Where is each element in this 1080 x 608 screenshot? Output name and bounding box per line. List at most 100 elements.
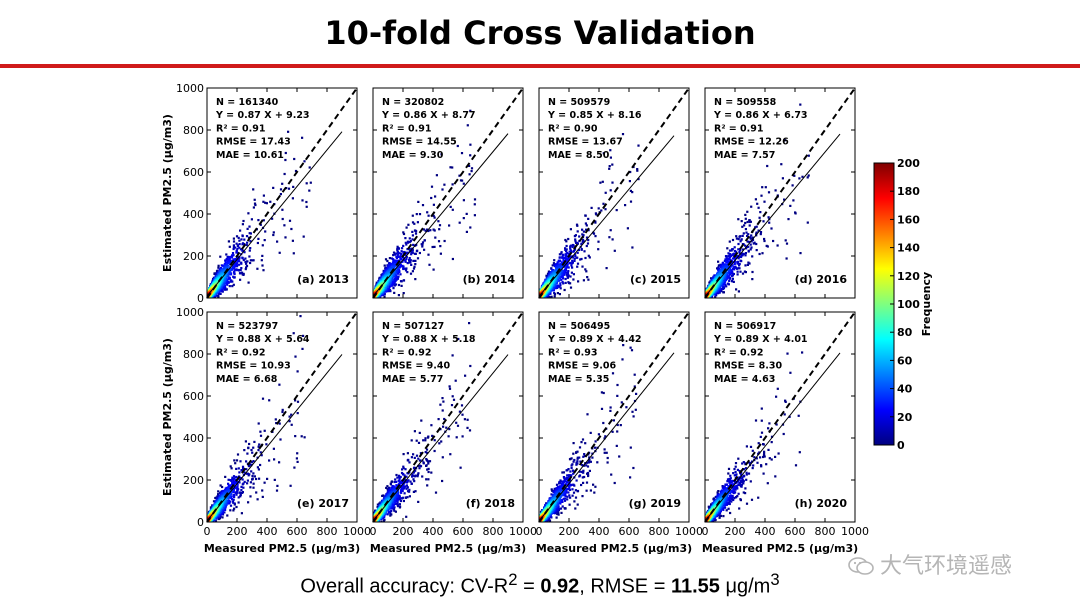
density-point	[249, 232, 252, 235]
density-point	[225, 258, 228, 261]
density-point	[783, 198, 786, 201]
density-point	[587, 217, 590, 220]
density-point	[611, 163, 614, 166]
density-point	[242, 258, 245, 262]
density-point	[582, 234, 585, 237]
density-point	[308, 189, 311, 192]
density-point	[396, 268, 399, 271]
density-point	[570, 255, 573, 258]
density-point	[233, 269, 236, 272]
density-point	[225, 253, 228, 256]
density-point	[401, 247, 404, 250]
density-point	[565, 240, 568, 243]
density-point	[397, 275, 400, 278]
density-point	[226, 278, 229, 281]
density-point	[232, 244, 235, 247]
density-point	[410, 251, 413, 254]
density-point	[239, 229, 242, 232]
density-point	[717, 264, 720, 267]
density-point	[411, 230, 414, 233]
panel-label: (c) 2015	[630, 273, 681, 286]
density-point	[468, 173, 471, 176]
density-point	[278, 251, 281, 254]
density-point	[256, 241, 259, 245]
density-point	[750, 205, 753, 208]
stat-rmse: RMSE = 13.67	[548, 137, 623, 148]
stat-n: N = 161340	[216, 97, 279, 108]
density-point	[451, 183, 454, 186]
density-point	[731, 248, 734, 251]
density-point	[729, 276, 732, 280]
density-point	[383, 264, 386, 267]
density-point	[422, 228, 426, 231]
density-point	[404, 237, 407, 240]
density-point	[743, 224, 746, 227]
density-point	[281, 217, 284, 221]
density-point	[741, 248, 744, 251]
density-point	[724, 284, 727, 287]
density-point	[734, 265, 737, 269]
density-point	[724, 259, 727, 262]
density-point	[571, 245, 574, 249]
density-point	[281, 182, 284, 185]
density-point	[609, 229, 612, 232]
density-point	[236, 251, 239, 255]
density-point	[568, 250, 571, 253]
density-point	[239, 248, 242, 251]
density-point	[309, 181, 312, 184]
density-point	[243, 238, 246, 241]
density-point	[759, 211, 762, 214]
density-point	[247, 212, 250, 215]
density-point	[631, 191, 634, 194]
density-point	[393, 284, 396, 287]
density-point	[416, 257, 420, 260]
density-point	[394, 283, 398, 286]
density-point	[733, 261, 736, 264]
density-point	[768, 221, 771, 224]
density-point	[396, 250, 400, 253]
density-point	[720, 287, 723, 290]
density-point	[560, 269, 563, 272]
density-point	[729, 258, 732, 262]
density-point	[408, 261, 411, 264]
density-point	[567, 274, 570, 277]
density-point	[585, 270, 588, 273]
density-point	[725, 255, 728, 258]
density-point	[259, 223, 262, 226]
density-point	[399, 280, 403, 283]
density-point	[386, 259, 389, 263]
density-point	[241, 223, 244, 226]
density-point	[462, 199, 465, 202]
density-point	[732, 254, 735, 257]
density-point	[608, 165, 611, 168]
density-point	[725, 261, 728, 264]
density-point	[385, 266, 388, 269]
density-point	[628, 180, 631, 183]
density-point	[469, 143, 472, 146]
density-point	[406, 248, 409, 251]
density-point	[245, 264, 249, 268]
density-point	[744, 217, 747, 220]
y-tick-label: 200	[183, 250, 204, 263]
density-point	[469, 109, 472, 112]
density-point	[576, 262, 580, 265]
density-point	[238, 272, 242, 275]
density-point	[545, 274, 548, 277]
density-point	[227, 240, 230, 243]
stat-equation: Y = 0.85 X + 8.16	[547, 110, 642, 121]
density-point	[770, 227, 773, 230]
density-point	[262, 194, 265, 197]
density-point	[750, 240, 753, 243]
density-point	[217, 294, 220, 297]
density-point	[587, 239, 590, 242]
density-point	[737, 242, 740, 246]
density-point	[584, 256, 587, 260]
density-point	[265, 202, 268, 205]
density-point	[730, 274, 733, 278]
density-point	[430, 196, 433, 200]
density-point	[283, 172, 286, 176]
density-point	[599, 181, 602, 184]
density-point	[584, 268, 587, 271]
density-point	[576, 251, 579, 254]
